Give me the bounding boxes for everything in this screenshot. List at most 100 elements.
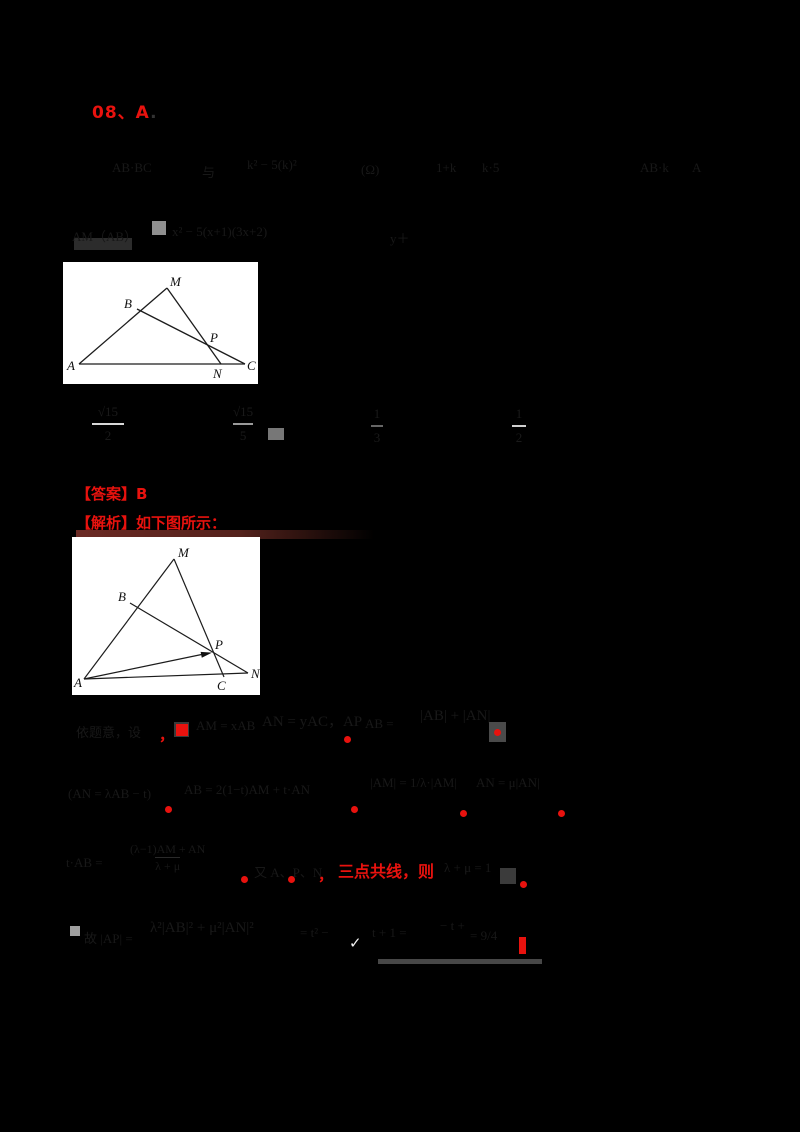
- option-d-fraction: 1 2: [512, 406, 526, 446]
- collinear-statement: 三点共线，则: [338, 862, 435, 881]
- faint-formula-fragment: 与: [202, 165, 216, 180]
- figure1-label-M: M: [169, 274, 182, 289]
- figure2-label-M: M: [177, 545, 190, 560]
- figure2-label-C: C: [217, 678, 226, 693]
- faint-formula-fragment: t·AB =: [66, 855, 103, 870]
- red-dot-mark: [165, 806, 172, 813]
- red-square-mark: [176, 724, 188, 736]
- option-c-fraction: 1 3: [371, 406, 383, 446]
- option-b-numerator: √15: [233, 404, 254, 419]
- fraction-bar: [233, 423, 254, 425]
- faint-formula-fragment: x² − 5(x+1)(3x+2): [172, 224, 268, 239]
- figure1-label-A: A: [66, 358, 75, 373]
- faint-formula-fragment: t + 1 =: [372, 925, 407, 940]
- figure2-label-B: B: [118, 589, 126, 604]
- faint-formula-fragment: AM = xAB: [196, 718, 256, 733]
- fraction-bar: [371, 425, 383, 427]
- faint-formula-fragment: |AM| = 1/λ·|AM|: [370, 775, 457, 790]
- fraction-numerator: (λ−1)AM + AN: [130, 842, 206, 856]
- faint-formula-fragment: AB = 2(1−t)AM + t·AN: [184, 782, 310, 797]
- option-a-numerator: √15: [97, 404, 119, 419]
- faint-formula-fragment: A: [692, 160, 702, 175]
- faint-fraction: (λ−1)AM + AN λ + μ: [130, 842, 205, 874]
- red-dot-mark: [520, 881, 527, 888]
- option-a-fraction: √15 2: [92, 404, 124, 444]
- figure1-label-B: B: [124, 296, 132, 311]
- faint-formula-fragment: (AN = λAB − t): [68, 786, 152, 801]
- figure2-line-AM: [83, 558, 175, 680]
- faint-formula-fragment: − t +: [440, 918, 465, 933]
- question-answer-label: 08、A.: [92, 98, 158, 123]
- option-c-numerator: 1: [373, 406, 381, 421]
- highlight-artifact: [152, 221, 166, 235]
- option-b-fraction: √15 5: [233, 404, 253, 444]
- faint-formula-fragment: k² − 5(k)²: [247, 157, 297, 172]
- faint-formula-fragment: 1+k: [436, 160, 457, 175]
- option-a-denominator: 2: [104, 428, 112, 443]
- gray-smear-artifact: [378, 959, 542, 964]
- faint-formula-fragment: λ²|AB|² + μ²|AN|²: [150, 920, 254, 936]
- figure2-line-AN: [83, 672, 249, 680]
- fraction-denominator: λ + μ: [155, 857, 181, 873]
- answer-line: 【答案】B: [76, 485, 148, 503]
- option-b-denominator: 5: [239, 428, 247, 443]
- faint-formula-fragment: AB·k: [640, 160, 669, 175]
- shadow-glyph: .: [150, 103, 158, 123]
- fraction-bar: [512, 425, 526, 427]
- figure2-label-N: N: [250, 666, 260, 681]
- highlight-artifact: [268, 428, 284, 440]
- option-d-numerator: 1: [515, 406, 523, 421]
- white-check-glyph: ✓: [349, 934, 362, 952]
- faint-formula-fragment: (Ω): [361, 162, 380, 177]
- highlight-artifact: [70, 926, 80, 936]
- faint-formula-fragment: = t² −: [300, 925, 329, 940]
- option-d-denominator: 2: [515, 430, 523, 445]
- faint-formula-fragment: 故 |AP| =: [84, 931, 133, 946]
- red-dot-mark: [241, 876, 248, 883]
- red-comma: ，: [159, 726, 175, 744]
- figure2-label-A: A: [73, 675, 82, 690]
- fraction-bar: [92, 423, 124, 425]
- faint-formula-fragment: |AB| + |AN|: [420, 708, 491, 724]
- figure-2-drawing: M B P A N C: [73, 545, 261, 693]
- faint-formula-fragment: = 9/4: [470, 928, 498, 943]
- highlight-artifact: [74, 238, 132, 250]
- faint-formula-fragment: λ + μ = 1: [444, 860, 492, 875]
- red-dot-mark: [558, 810, 565, 817]
- analysis-line: 【解析】如下图所示：: [76, 514, 227, 532]
- faint-formula-fragment: AB·BC: [112, 160, 152, 175]
- figure1-label-C: C: [247, 358, 256, 373]
- figure2-arrowhead-AP: [200, 651, 212, 658]
- faint-formula-fragment: k·5: [482, 160, 500, 175]
- figure2-line-MC: [173, 558, 225, 678]
- figure1-line-MN: [166, 287, 222, 365]
- red-dot-mark: [288, 876, 295, 883]
- red-dot-mark: [344, 736, 351, 743]
- faint-formula-fragment: AN = yAC，AP: [262, 714, 363, 730]
- red-dot-mark: [351, 806, 358, 813]
- figure-2-triangle: M B P A N C: [72, 537, 261, 695]
- figure-1-triangle: M B P A N C: [63, 262, 258, 384]
- faint-formula-fragment: 依题意，设: [76, 725, 142, 740]
- figure2-line-BN: [129, 602, 249, 674]
- figure2-label-P: P: [214, 637, 223, 652]
- maroon-smear-artifact: [76, 530, 374, 539]
- figure2-vector-AP: [83, 653, 205, 680]
- faint-formula-fragment: AB =: [365, 716, 394, 731]
- figure1-label-P: P: [209, 330, 218, 345]
- figure1-line-AM: [78, 287, 168, 365]
- faint-formula-fragment: AM（AB）: [72, 229, 138, 244]
- red-dot-mark: [460, 810, 467, 817]
- faint-formula-fragment: 又 A、P、N: [254, 865, 323, 880]
- figure1-line-BC: [136, 308, 246, 365]
- question-answer-text: 08、A: [92, 103, 151, 123]
- figure-1-drawing: M B P A N C: [66, 274, 256, 381]
- faint-formula-fragment: AN = μ|AN|: [476, 775, 540, 790]
- highlight-artifact: [500, 868, 516, 884]
- red-bar-mark: [519, 937, 526, 954]
- red-comma: ，: [318, 866, 334, 884]
- figure1-label-N: N: [212, 366, 223, 381]
- option-c-denominator: 3: [373, 430, 381, 445]
- faint-formula-fragment: y＋: [390, 231, 410, 246]
